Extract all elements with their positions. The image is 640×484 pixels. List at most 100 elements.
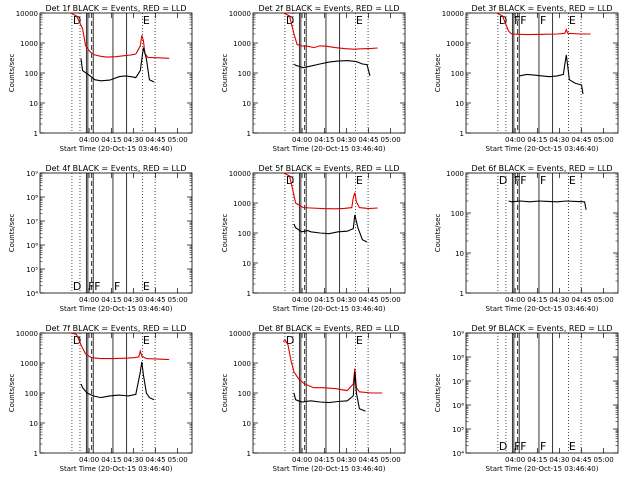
y-tick-label: 100 (238, 390, 251, 398)
marker-label-e: E (569, 14, 576, 27)
y-tick-label: 10⁹ (452, 330, 464, 338)
x-tick-label: 04:45 (145, 456, 165, 464)
y-tick-label: 10 (29, 420, 38, 428)
events-series-line (508, 200, 587, 210)
y-tick-label: 10 (455, 100, 464, 108)
marker-label-f: F (540, 440, 546, 453)
y-axis-label: Counts/sec (434, 374, 442, 413)
chart-panel-4: Det 4f BLACK = Events, RED = LLD 10⁴ 10⁵ 10… (8, 164, 193, 313)
y-tick-label: 10000 (229, 170, 251, 178)
y-axis-label: Counts/sec (8, 54, 16, 93)
y-tick-label: 10⁵ (26, 266, 38, 274)
x-tick-label: 04:15 (101, 296, 121, 304)
x-tick-label: 04:45 (571, 456, 591, 464)
x-tick-label: 04:45 (145, 296, 165, 304)
y-tick-label: 10⁶ (452, 402, 464, 410)
events-series-line (80, 361, 155, 401)
marker-label-f: F (514, 174, 520, 187)
y-tick-label: 1 (34, 130, 38, 138)
plot-frame (252, 172, 406, 294)
y-tick-label: 1000 (233, 360, 251, 368)
y-tick-label: 10 (242, 260, 251, 268)
marker-label-f: F (514, 14, 520, 27)
chart-panel-1: Det 1f BLACK = Events, RED = LLD 1 10 100 10… (8, 4, 193, 153)
x-axis-label: Start Time (20-Oct-15 03:46:40) (60, 145, 173, 153)
marker-label-f: F (520, 14, 526, 27)
x-tick-label: 05:00 (168, 296, 188, 304)
y-tick-label: 10⁸ (26, 194, 38, 202)
y-axis-label: Counts/sec (8, 214, 16, 253)
x-tick-label: 04:15 (101, 136, 121, 144)
x-tick-label: 04:00 (292, 136, 312, 144)
x-axis-label: Start Time (20-Oct-15 03:46:40) (486, 305, 599, 313)
x-tick-label: 04:45 (358, 456, 378, 464)
y-tick-label: 10⁷ (26, 218, 38, 226)
y-tick-label: 1000 (20, 360, 38, 368)
marker-label-f: F (520, 174, 526, 187)
x-tick-label: 04:30 (336, 136, 356, 144)
y-tick-label: 10000 (16, 330, 38, 338)
marker-label-e: E (569, 174, 576, 187)
y-tick-label: 10 (242, 420, 251, 428)
marker-label-d: D (499, 440, 507, 453)
plot-frame (39, 172, 193, 294)
y-tick-label: 100 (25, 390, 38, 398)
events-series-line (293, 371, 366, 412)
x-tick-label: 04:30 (336, 296, 356, 304)
x-tick-label: 04:15 (527, 296, 547, 304)
y-tick-label: 1 (247, 450, 251, 458)
x-tick-label: 04:45 (571, 296, 591, 304)
y-tick-label: 1 (247, 130, 251, 138)
x-tick-label: 04:15 (101, 456, 121, 464)
x-tick-label: 04:30 (123, 456, 143, 464)
events-series-line (293, 60, 371, 77)
y-tick-label: 1000 (233, 200, 251, 208)
x-tick-label: 05:00 (168, 456, 188, 464)
x-tick-label: 04:00 (505, 296, 525, 304)
x-axis-label: Start Time (20-Oct-15 03:46:40) (273, 465, 386, 473)
marker-label-e: E (356, 334, 363, 347)
x-tick-label: 04:30 (123, 136, 143, 144)
x-tick-label: 04:15 (527, 136, 547, 144)
marker-label-f: F (540, 14, 546, 27)
y-axis-label: Counts/sec (221, 374, 229, 413)
chart-title: Det 7f BLACK = Events, RED = LLD (45, 324, 186, 333)
x-tick-label: 04:15 (314, 456, 334, 464)
x-tick-label: 05:00 (381, 296, 401, 304)
lld-series-line (283, 172, 378, 210)
x-axis-label: Start Time (20-Oct-15 03:46:40) (486, 145, 599, 153)
marker-label-d: D (73, 14, 81, 27)
marker-label-d: D (73, 334, 81, 347)
plot-frame (465, 172, 619, 294)
y-tick-label: 10⁸ (452, 354, 464, 362)
lld-series-line (70, 12, 170, 59)
chart-title: Det 8f BLACK = Events, RED = LLD (258, 324, 399, 333)
x-tick-label: 04:45 (571, 136, 591, 144)
y-tick-label: 1 (34, 450, 38, 458)
x-tick-label: 05:00 (168, 136, 188, 144)
marker-label-d: D (73, 280, 81, 293)
y-tick-label: 10000 (229, 10, 251, 18)
y-tick-label: 10 (455, 250, 464, 258)
x-axis-label: Start Time (20-Oct-15 03:46:40) (273, 145, 386, 153)
marker-label-d: D (286, 334, 294, 347)
marker-label-d: D (499, 14, 507, 27)
events-series-line (519, 54, 584, 95)
y-axis-label: Counts/sec (8, 374, 16, 413)
y-tick-label: 100 (25, 70, 38, 78)
y-tick-label: 1000 (20, 40, 38, 48)
chart-panel-9: Det 9f BLACK = Events, RED = LLD 10⁴ 10⁵ 10… (434, 324, 619, 473)
x-tick-label: 05:00 (594, 296, 614, 304)
chart-title: Det 9f BLACK = Events, RED = LLD (471, 324, 612, 333)
marker-label-e: E (143, 14, 150, 27)
chart-panel-8: Det 8f BLACK = Events, RED = LLD 1 10 100 10… (221, 324, 406, 473)
marker-label-e: E (143, 280, 150, 293)
marker-label-f: F (520, 440, 526, 453)
x-tick-label: 05:00 (594, 456, 614, 464)
marker-label-d: D (499, 174, 507, 187)
chart-title: Det 2f BLACK = Events, RED = LLD (258, 4, 399, 13)
lld-series-line (70, 332, 170, 361)
x-tick-label: 04:30 (549, 456, 569, 464)
y-tick-label: 100 (451, 210, 464, 218)
